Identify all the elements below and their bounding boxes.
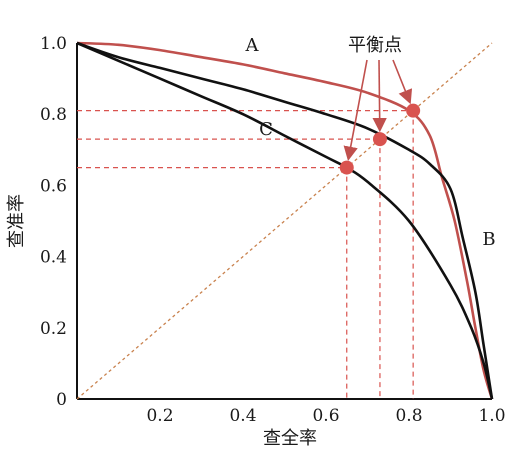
annotation-arrow <box>343 59 368 161</box>
diagonal-line <box>76 42 493 400</box>
annotation: 平衡点 <box>343 35 413 161</box>
curve-label-b: B <box>482 229 495 250</box>
curve-c <box>76 41 494 400</box>
y-axis-title: 查准率 <box>6 194 27 248</box>
curve-b <box>76 41 494 400</box>
axes <box>76 43 492 400</box>
x-axis-title: 查全率 <box>263 428 317 449</box>
y-tick-label: 0.6 <box>40 176 67 196</box>
annotation-arrow <box>372 59 387 133</box>
y-tick-label: 0.2 <box>40 319 67 339</box>
break-even-point <box>339 160 354 175</box>
y-tick-label: 0 <box>56 390 67 410</box>
pr-curves: A B C <box>76 35 496 400</box>
x-tick-label: 0.8 <box>395 406 422 426</box>
x-tick-label: 0.6 <box>312 406 339 426</box>
annotation-arrow <box>392 59 413 105</box>
break-even-guides <box>76 42 493 400</box>
y-tick-label: 0.8 <box>40 105 67 125</box>
break-even-point <box>372 132 387 147</box>
break-even-points <box>339 103 421 175</box>
y-tick-label: 0.4 <box>40 248 67 268</box>
curve-label-c: C <box>259 119 273 140</box>
y-tick-label: 1.0 <box>40 34 67 54</box>
tick-labels: 0.2 0.4 0.6 0.8 1.0 0 0.2 0.4 0.6 0.8 1.0 <box>40 34 506 426</box>
break-even-point <box>406 103 421 118</box>
curve-a <box>76 41 494 400</box>
x-tick-label: 0.4 <box>229 406 256 426</box>
curve-label-a: A <box>245 35 260 56</box>
x-tick-label: 1.0 <box>478 406 505 426</box>
break-even-annotation-label: 平衡点 <box>348 35 402 56</box>
x-tick-label: 0.2 <box>146 406 173 426</box>
